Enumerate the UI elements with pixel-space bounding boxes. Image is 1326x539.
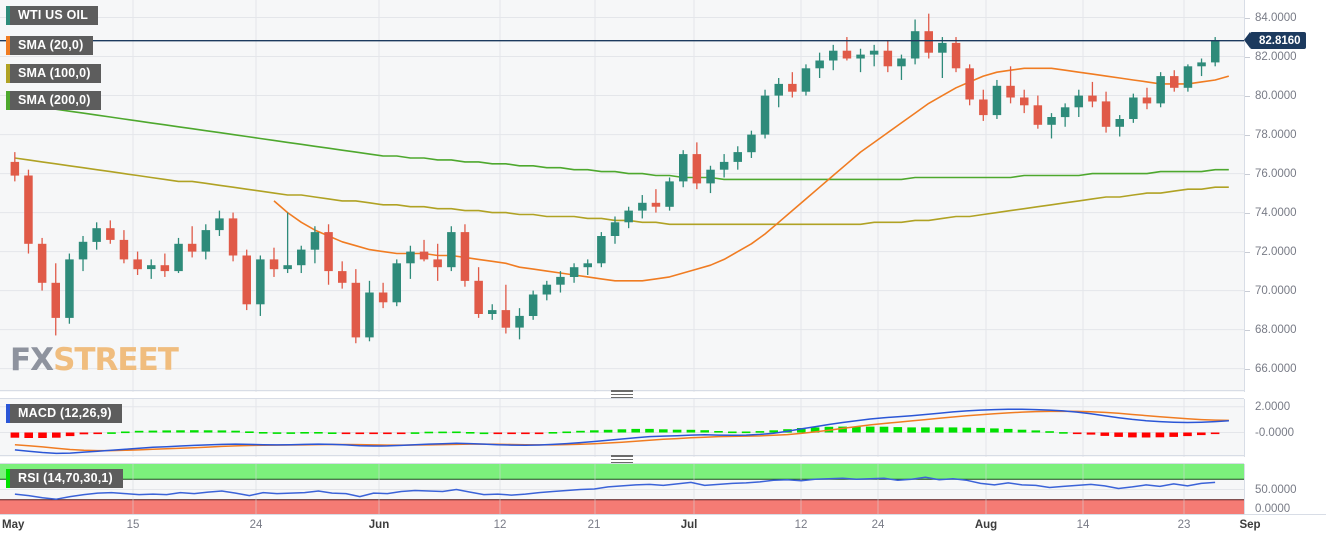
price-tick-mark (1245, 251, 1250, 253)
macd-tick-2.0000: 2.0000 (1255, 400, 1291, 413)
legend-label-3: SMA (200,0) (10, 91, 101, 110)
rsi-legend-label: RSI (14,70,30,1) (10, 469, 123, 488)
macd-panel[interactable]: 2.0000 -0.0000 (0, 399, 1326, 457)
price-tick-mark (1245, 17, 1250, 19)
macd-legend[interactable]: MACD (12,26,9) (6, 404, 122, 423)
legend-item-2[interactable]: SMA (100,0) (6, 64, 101, 83)
price-tick-mark (1245, 56, 1250, 58)
x-tick-24: 24 (249, 519, 263, 531)
last-price-value: 82.8160 (1259, 34, 1301, 47)
x-tick-jun: Jun (368, 519, 390, 531)
x-tick-14: 14 (1076, 519, 1090, 531)
macd-plot-area[interactable] (0, 399, 1244, 457)
price-axis[interactable]: 84.0000 82.0000 80.0000 78.0000 76.0000 74.00… (1244, 0, 1326, 392)
price-tick-84.0000: 84.0000 (1255, 11, 1297, 24)
price-tick-mark (1245, 212, 1250, 214)
macd-tick--0.0000: -0.0000 (1255, 426, 1295, 439)
legend-label-0: WTI US OIL (10, 6, 99, 25)
x-axis[interactable]: May 15 24 Jun 12 21 Jul 12 24 Aug 14 23 Sep (0, 515, 1261, 539)
price-tick-76.0000: 76.0000 (1255, 167, 1297, 180)
legend-label-2: SMA (100,0) (10, 64, 101, 83)
x-tick-jul: Jul (680, 519, 698, 531)
price-tick-68.0000: 68.0000 (1255, 323, 1297, 336)
price-tick-mark (1245, 329, 1250, 331)
x-tick-21: 21 (587, 519, 601, 531)
x-tick-sep: Sep (1239, 519, 1261, 531)
x-tick-15: 15 (126, 519, 140, 531)
price-plot-area[interactable] (0, 0, 1244, 392)
rsi-tick-0.0000: 0.0000 (1255, 503, 1291, 515)
rsi-plot-area[interactable] (0, 464, 1244, 515)
x-tick-23: 23 (1177, 519, 1191, 531)
legend-swatch-0 (6, 6, 10, 25)
rsi-legend-swatch (6, 469, 10, 488)
macd-svg (0, 399, 1244, 457)
price-tick-70.0000: 70.0000 (1255, 284, 1297, 297)
x-tick-aug: Aug (974, 519, 998, 531)
legend-swatch-2 (6, 64, 10, 83)
legend-swatch-1 (6, 36, 10, 55)
macd-legend-label: MACD (12,26,9) (10, 404, 122, 423)
price-tick-mark (1245, 290, 1250, 292)
rsi-tick-50.0000: 50.0000 (1255, 483, 1297, 496)
price-tick-74.0000: 74.0000 (1255, 206, 1297, 219)
x-tick-may: May (2, 519, 25, 531)
legend-swatch-3 (6, 91, 10, 110)
price-tick-82.0000: 82.0000 (1255, 50, 1297, 63)
x-tick-12: 12 (493, 519, 507, 531)
rsi-axis[interactable]: 50.0000 0.0000 (1244, 464, 1326, 515)
panel-separator-macd[interactable] (0, 390, 1244, 399)
legend-item-1[interactable]: SMA (20,0) (6, 36, 94, 55)
price-panel[interactable]: 84.0000 82.0000 80.0000 78.0000 76.0000 74.00… (0, 0, 1326, 392)
macd-legend-swatch (6, 404, 10, 423)
x-tick-12: 12 (794, 519, 808, 531)
price-tick-72.0000: 72.0000 (1255, 245, 1297, 258)
legend-label-1: SMA (20,0) (10, 36, 94, 55)
price-tick-78.0000: 78.0000 (1255, 128, 1297, 141)
rsi-panel[interactable]: 50.0000 0.0000 (0, 464, 1326, 515)
price-tick-mark (1245, 173, 1250, 175)
price-tick-mark (1245, 95, 1250, 97)
last-price-tag: 82.8160 (1244, 32, 1306, 50)
watermark-street: STREET (53, 342, 179, 378)
macd-axis[interactable]: 2.0000 -0.0000 (1244, 399, 1326, 457)
price-candlestick-svg (0, 0, 1244, 392)
fxstreet-watermark: FXSTREET (10, 342, 179, 378)
price-tick-66.0000: 66.0000 (1255, 362, 1297, 375)
price-tick-mark (1245, 134, 1250, 136)
price-tick-80.0000: 80.0000 (1255, 89, 1297, 102)
legend-item-3[interactable]: SMA (200,0) (6, 91, 101, 110)
rsi-legend[interactable]: RSI (14,70,30,1) (6, 469, 123, 488)
x-tick-24: 24 (871, 519, 885, 531)
x-axis-top-border (0, 514, 1326, 515)
rsi-svg (0, 464, 1244, 515)
panel-separator-rsi[interactable] (0, 455, 1244, 464)
legend-item-0[interactable]: WTI US OIL (6, 6, 99, 25)
price-tick-mark (1245, 368, 1250, 370)
watermark-fx: FX (10, 342, 54, 378)
